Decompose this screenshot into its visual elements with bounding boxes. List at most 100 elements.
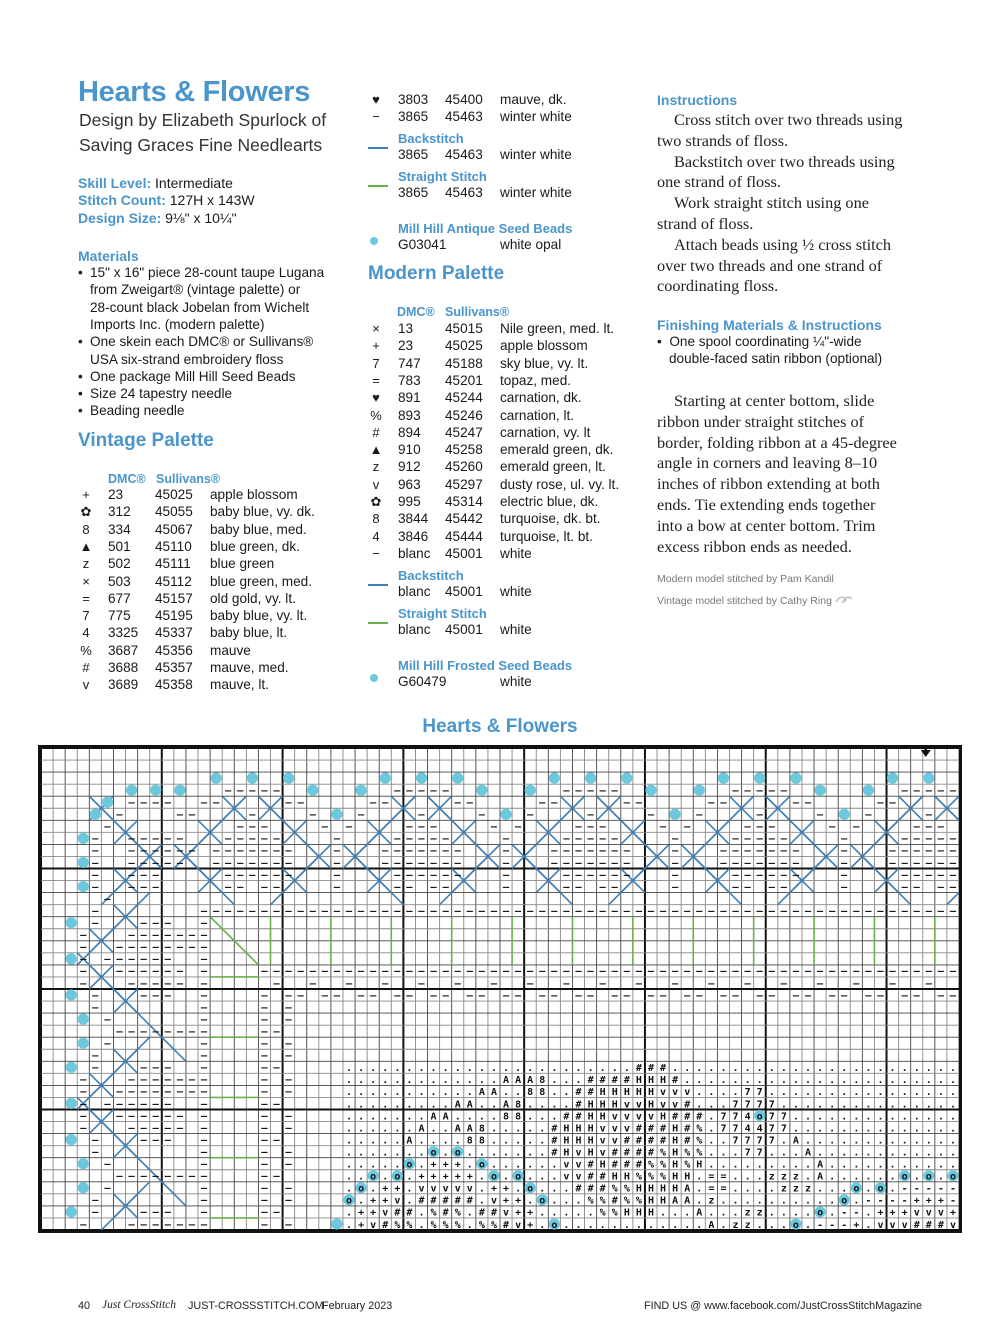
stitch-symbol: − — [514, 822, 522, 833]
facebook-link[interactable]: FIND US @ www.facebook.com/JustCrossStit… — [644, 1300, 922, 1312]
stitch-symbol: − — [224, 906, 232, 917]
stitch-symbol: − — [417, 834, 425, 845]
stitch-symbol: − — [756, 858, 764, 869]
bead-marker — [886, 772, 899, 784]
stitch-symbol: − — [200, 919, 208, 930]
stitch-symbol: − — [115, 1087, 123, 1098]
stitch-symbol: − — [417, 822, 425, 833]
stitch-symbol: − — [405, 906, 413, 917]
website[interactable]: JUST-CROSSSTITCH.COM — [188, 1300, 324, 1312]
stitch-symbol: − — [840, 967, 848, 978]
bead-name: white — [500, 674, 532, 689]
motif-row: .......AA....88...##HHvvvvH###.774o77...… — [346, 1111, 956, 1122]
stitch-symbol: − — [731, 786, 739, 797]
sullivans-code: 45463 — [445, 147, 483, 162]
backstitch-line-icon — [368, 584, 388, 586]
credit-modern: Modern model stitched by Pam Kandil — [657, 573, 834, 585]
stitch-symbol: − — [454, 846, 462, 857]
stitch-symbol: − — [804, 967, 812, 978]
dmc-code: 3865 — [398, 185, 429, 200]
stitch-symbol: − — [152, 1087, 160, 1098]
stitch-symbol: − — [91, 846, 99, 857]
stitch-symbol: − — [913, 906, 921, 917]
thread-row: 4 3846 45444 turquoise, lt. bt. — [368, 529, 638, 546]
straight-stitch-line-icon — [368, 622, 388, 624]
stitch-symbol: − — [502, 882, 510, 893]
finishing-line: excess ribbon ends as needed. — [657, 536, 852, 556]
stitch-symbol: − — [200, 1111, 208, 1122]
stitch-symbol: − — [260, 1196, 268, 1207]
instructions-heading: Instructions — [657, 92, 738, 108]
stitch-symbol: − — [127, 1099, 135, 1110]
color-name: sky blue, vy. lt. — [500, 355, 589, 371]
stitch-symbol: − — [731, 882, 739, 893]
stitch-symbol: − — [393, 870, 401, 881]
sullivans-code: 45110 — [155, 538, 192, 554]
stitch-symbol: − — [393, 906, 401, 917]
sullivans-code: 45400 — [445, 92, 483, 107]
backstitch — [112, 988, 139, 1014]
thread-row: z 912 45260 emerald green, lt. — [368, 459, 638, 476]
instruction-line: two strands of floss. — [657, 130, 789, 150]
dmc-code: 995 — [398, 494, 421, 509]
sullivans-code: 45188 — [445, 355, 483, 371]
bead-marker — [210, 772, 222, 784]
stitch-symbol: − — [405, 786, 413, 797]
stitch-symbol: − — [200, 1087, 208, 1098]
stitch-symbol: − — [152, 1027, 160, 1038]
stitch-symbol: − — [900, 906, 908, 917]
stitch-symbol: − — [381, 979, 389, 990]
stitch-symbol: − — [79, 1220, 87, 1230]
stitch-symbol: − — [949, 834, 957, 845]
color-name: winter white — [500, 185, 572, 200]
bead-name: white opal — [500, 237, 562, 252]
stitch-symbol: − — [91, 1196, 99, 1207]
stitch-symbol: − — [671, 870, 679, 881]
stitch-symbol: − — [502, 991, 510, 1002]
stitch-symbol: − — [200, 943, 208, 954]
thread-symbol-icon: v — [372, 476, 380, 492]
stitch-symbol: − — [598, 979, 606, 990]
backstitch — [873, 867, 900, 894]
backstitch — [451, 867, 477, 894]
stitch-symbol: − — [768, 906, 776, 917]
stitch-symbol: − — [441, 786, 449, 797]
material-item-line: • Size 24 tapestry needle — [78, 386, 232, 401]
bead-marker — [838, 1194, 850, 1206]
stitch-symbol: − — [441, 834, 449, 845]
stitch-symbol: − — [864, 967, 872, 978]
stitch-symbol: − — [913, 834, 921, 845]
stitch-symbol: − — [417, 906, 425, 917]
vintage-straight-heading: Straight Stitch — [398, 169, 487, 184]
stitch-symbol: − — [719, 991, 727, 1002]
stitch-symbol: − — [562, 967, 570, 978]
backstitch — [112, 867, 139, 894]
stitch-symbol: − — [562, 870, 570, 881]
bead-marker — [391, 1170, 403, 1182]
stitch-symbol: − — [490, 979, 498, 990]
stitch-symbol: − — [731, 834, 739, 845]
bullet: • — [78, 334, 83, 350]
stitch-symbol: − — [417, 858, 425, 869]
stitch-symbol: − — [260, 834, 268, 845]
dmc-code: 894 — [398, 424, 421, 440]
stitch-symbol: − — [224, 834, 232, 845]
stitch-symbol: − — [284, 1111, 292, 1122]
stitch-symbol: − — [272, 834, 280, 845]
backstitch — [137, 843, 163, 870]
stitch-symbol: − — [127, 798, 135, 809]
backstitch — [88, 1108, 115, 1135]
stitch-symbol: − — [260, 1135, 268, 1146]
stitch-symbol: − — [840, 870, 848, 881]
stitch-symbol: − — [139, 870, 147, 881]
stitch-symbol: − — [176, 1111, 184, 1122]
dmc-code: 747 — [398, 355, 421, 371]
backstitch — [88, 1072, 115, 1099]
thread-row: ♥ 3803 45400 mauve, dk. — [368, 92, 638, 109]
stitch-symbol: − — [514, 991, 522, 1002]
thread-symbol-icon: # — [82, 660, 90, 675]
stitch-symbol: − — [200, 1208, 208, 1219]
stitch-symbol: − — [417, 810, 425, 821]
color-name: winter white — [500, 147, 572, 162]
stitch-symbol: − — [611, 846, 619, 857]
